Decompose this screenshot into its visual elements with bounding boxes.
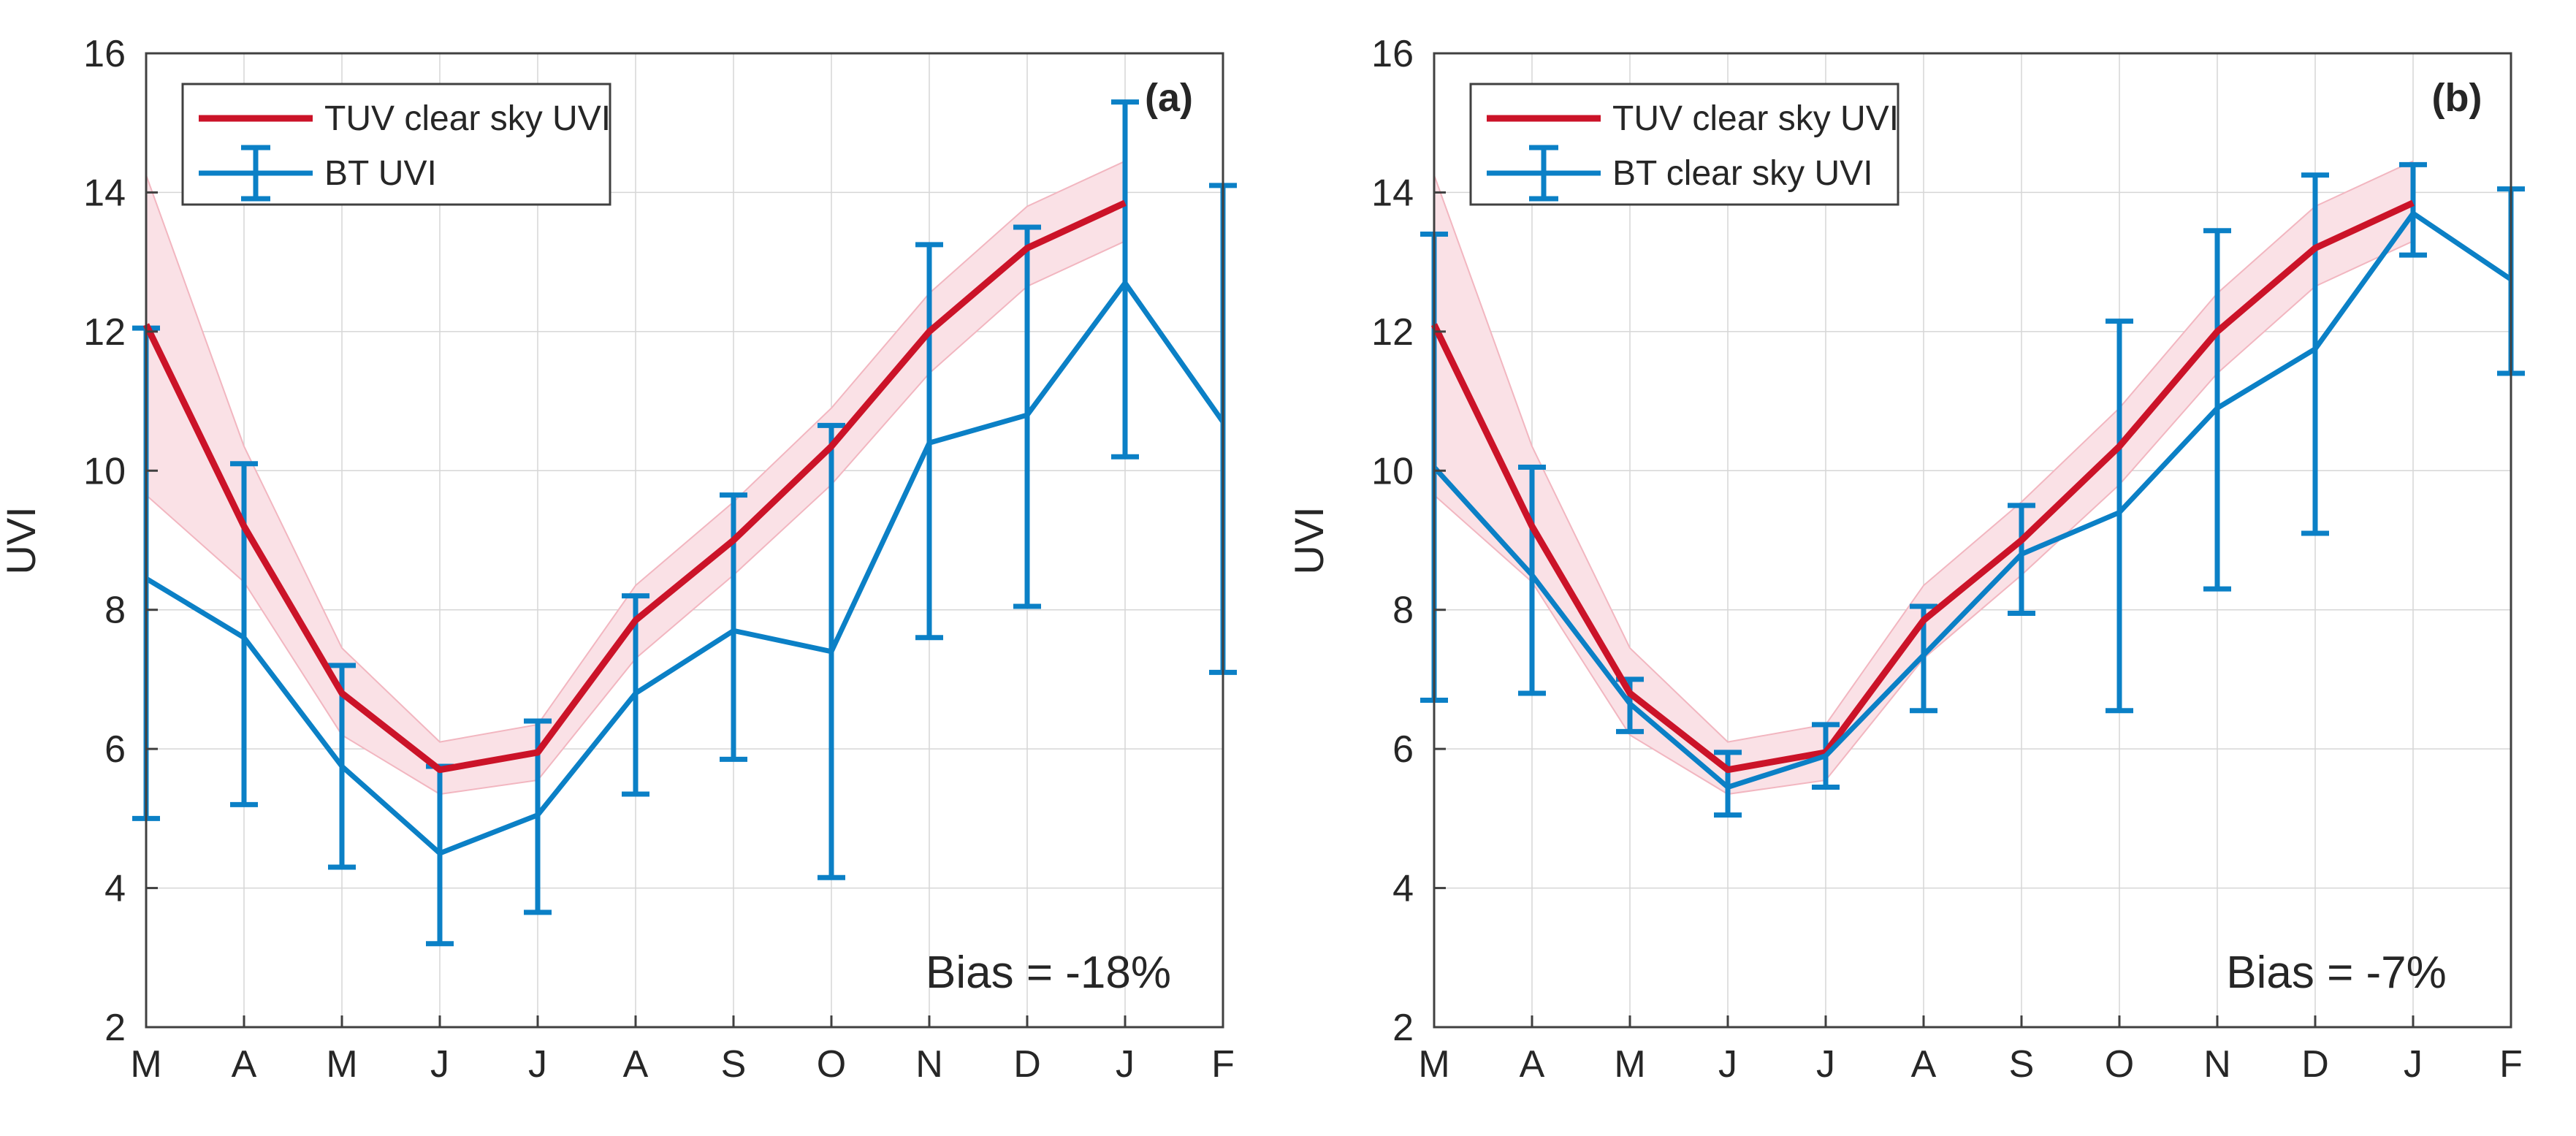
x-tick-label: M: [1418, 1043, 1449, 1086]
legend-bt-errorbar-sample: [1487, 145, 1601, 202]
plot-area-b: M A M J J A S O N D J F 2 4 6 8 10 12 14 16: [1371, 33, 2525, 1086]
x-tick-label: J: [1816, 1043, 1835, 1086]
x-tick-label: A: [623, 1043, 649, 1086]
y-axis-label: UVI: [1288, 506, 1332, 574]
legend: TUV clear sky UVI BT UVI: [181, 83, 611, 206]
tick-marks: [1433, 52, 2512, 1029]
y-tick-label: 2: [1392, 1007, 1414, 1049]
x-tick-label: D: [1013, 1043, 1041, 1086]
tuv-line: [142, 199, 1127, 774]
series-lines: [132, 99, 1237, 947]
tick-marks: [145, 52, 1224, 1029]
bias-annotation: Bias = -7%: [2226, 948, 2447, 998]
axis-ticks: [145, 52, 1224, 1029]
y-tick-labels: 2 4 6 8 10 12 14 16: [1371, 33, 1414, 1049]
panel-letter-label: (a): [1145, 76, 1193, 120]
y-tick-label: 12: [83, 311, 126, 354]
legend-entry-tuv: TUV clear sky UVI: [324, 99, 611, 138]
panel-b: M A M J J A S O N D J F 2 4 6 8 10 12 14 16 UVI (b) Bias =…: [1288, 0, 2576, 1136]
x-tick-label: S: [2009, 1043, 2035, 1086]
x-tick-label: O: [2105, 1043, 2134, 1086]
band-edge-upper: [1433, 160, 2414, 743]
x-tick-label: J: [528, 1043, 547, 1086]
plot-area-a: M A M J J A S O N D J F 2 4 6 8 10 12 14 16: [83, 33, 1237, 1086]
x-tick-label: N: [2203, 1043, 2231, 1086]
y-tick-label: 4: [1392, 868, 1414, 910]
y-tick-label: 16: [83, 33, 126, 75]
x-tick-label: J: [2404, 1043, 2423, 1086]
x-tick-label: J: [1718, 1043, 1737, 1086]
x-tick-label: S: [721, 1043, 747, 1086]
x-tick-label: M: [130, 1043, 161, 1086]
x-tick-label: A: [1520, 1043, 1545, 1086]
axis-ticks: [1433, 52, 2512, 1029]
panel-letter-label: (b): [2432, 76, 2482, 120]
y-tick-label: 8: [104, 590, 126, 632]
x-tick-label: D: [2301, 1043, 2329, 1086]
x-tick-label: J: [430, 1043, 449, 1086]
x-tick-label: A: [1911, 1043, 1937, 1086]
y-tick-label: 6: [104, 728, 126, 771]
y-tick-label: 10: [1371, 450, 1414, 492]
legend-bt-errorbar-sample: [199, 145, 313, 202]
bt-line: [1432, 210, 2512, 790]
tuv-line: [1430, 199, 2415, 774]
y-tick-label: 2: [104, 1007, 126, 1049]
y-tick-labels: 2 4 6 8 10 12 14 16: [83, 33, 126, 1049]
legend-entry-bt: BT UVI: [324, 154, 437, 193]
y-tick-label: 6: [1392, 728, 1414, 771]
axes-frame: [1433, 52, 2512, 1029]
bt-line: [145, 280, 1225, 856]
x-tick-label: J: [1116, 1043, 1135, 1086]
legend: TUV clear sky UVI BT clear sky UVI: [1469, 83, 1899, 206]
legend-entry-bt: BT clear sky UVI: [1612, 154, 1873, 193]
legend-entry-tuv: TUV clear sky UVI: [1612, 99, 1899, 138]
y-tick-label: 14: [83, 172, 126, 214]
x-tick-label: A: [232, 1043, 257, 1086]
x-tick-label: F: [2499, 1043, 2523, 1086]
y-axis-label: UVI: [0, 506, 44, 574]
x-tick-label: M: [1614, 1043, 1645, 1086]
band-fill: [146, 161, 1125, 795]
y-tick-label: 14: [1371, 172, 1414, 214]
x-tick-label: O: [817, 1043, 846, 1086]
y-tick-label: 4: [104, 868, 126, 910]
band-edge-upper: [145, 160, 1126, 743]
panel-a: M A M J J A S O N D J F 2 4 6 8 10 12 14 16 UVI (a) Bias =…: [0, 33, 1237, 1086]
y-tick-label: 12: [1371, 311, 1414, 354]
x-tick-label: M: [326, 1043, 357, 1086]
x-tick-label: F: [1211, 1043, 1235, 1086]
bias-annotation: Bias = -18%: [926, 948, 1171, 998]
axes-frame: [145, 52, 1224, 1029]
y-tick-label: 10: [83, 450, 126, 492]
x-tick-label: N: [915, 1043, 943, 1086]
y-tick-label: 16: [1371, 33, 1414, 75]
chart-b: M A M J J A S O N D J F 2 4 6 8 10 12 14 16 UVI (b) Bias =…: [1288, 33, 2525, 1086]
chart-a: M A M J J A S O N D J F 2 4 6 8 10 12 14 16 UVI (a) Bias =…: [0, 33, 1237, 1086]
y-tick-label: 8: [1392, 590, 1414, 632]
